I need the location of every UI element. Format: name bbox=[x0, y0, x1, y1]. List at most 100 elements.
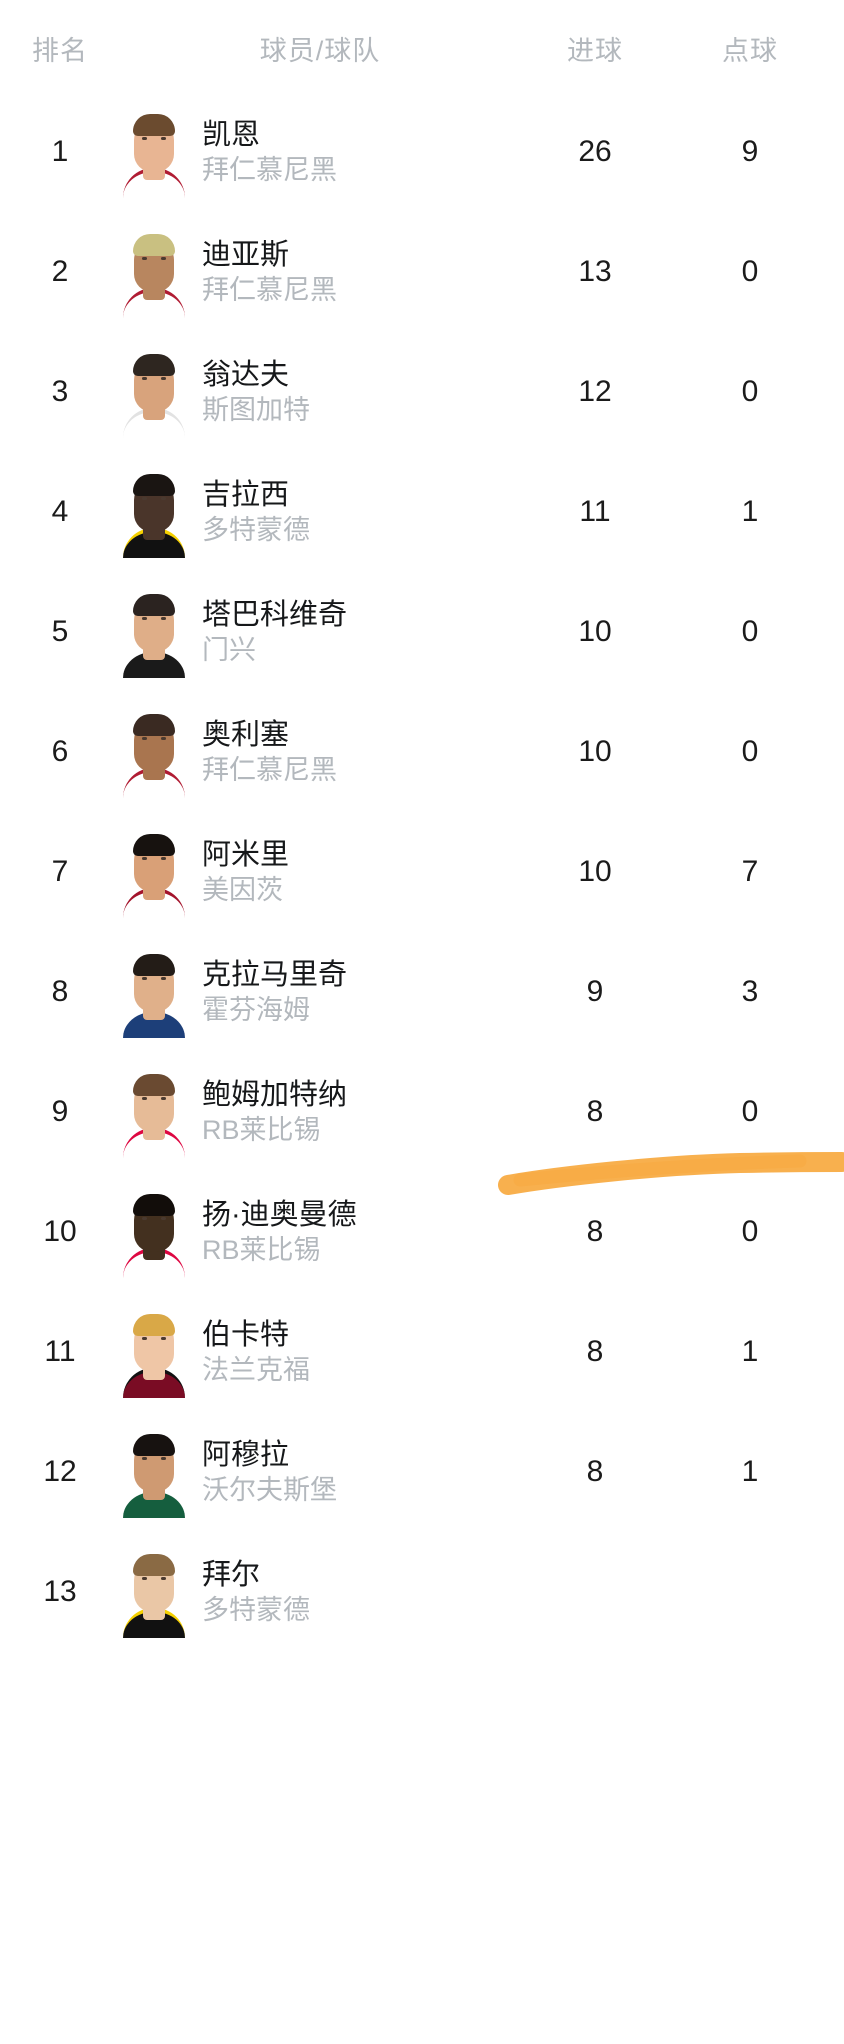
team-name: 门兴 bbox=[202, 635, 256, 666]
row-rank: 8 bbox=[51, 975, 69, 1008]
goals-value: 10 bbox=[578, 615, 612, 648]
penalties-value: 3 bbox=[741, 975, 759, 1008]
player-names: 奥利塞 拜仁慕尼黑 bbox=[202, 718, 337, 786]
table-header-row: 排名 球员/球队 进球 点球 bbox=[0, 0, 844, 92]
column-header-player-team: 球员/球队 bbox=[259, 35, 381, 66]
row-rank: 3 bbox=[51, 375, 69, 408]
player-name: 鲍姆加特纳 bbox=[202, 1078, 348, 1111]
column-header-goals: 进球 bbox=[567, 35, 623, 66]
table-row[interactable]: 6 奥利塞 拜仁慕尼黑 10 0 bbox=[0, 692, 844, 812]
player-avatar bbox=[122, 226, 186, 318]
player-name: 奥利塞 bbox=[202, 718, 290, 751]
goals-value: 11 bbox=[579, 495, 611, 528]
player-name: 塔巴科维奇 bbox=[202, 598, 348, 631]
player-avatar bbox=[122, 706, 186, 798]
row-rank: 6 bbox=[51, 735, 69, 768]
player-cell[interactable]: 塔巴科维奇 门兴 bbox=[120, 586, 520, 678]
player-avatar bbox=[122, 826, 186, 918]
player-cell[interactable]: 拜尔 多特蒙德 bbox=[120, 1546, 520, 1638]
goals-value: 9 bbox=[586, 975, 604, 1008]
table-row[interactable]: 4 吉拉西 多特蒙德 11 1 bbox=[0, 452, 844, 572]
player-names: 扬·迪奥曼德 RB莱比锡 bbox=[202, 1198, 357, 1266]
player-avatar bbox=[122, 1426, 186, 1518]
penalties-value: 1 bbox=[741, 1335, 759, 1368]
team-name: RB莱比锡 bbox=[202, 1115, 321, 1146]
player-cell[interactable]: 凯恩 拜仁慕尼黑 bbox=[120, 106, 520, 198]
player-name: 凯恩 bbox=[202, 118, 261, 151]
player-name: 拜尔 bbox=[202, 1558, 261, 1591]
player-names: 伯卡特 法兰克福 bbox=[202, 1318, 310, 1386]
team-name: RB莱比锡 bbox=[202, 1235, 321, 1266]
team-name: 拜仁慕尼黑 bbox=[202, 275, 337, 306]
player-cell[interactable]: 阿米里 美因茨 bbox=[120, 826, 520, 918]
player-name: 克拉马里奇 bbox=[202, 958, 348, 991]
penalties-value: 9 bbox=[741, 135, 759, 168]
player-cell[interactable]: 扬·迪奥曼德 RB莱比锡 bbox=[120, 1186, 520, 1278]
player-names: 阿米里 美因茨 bbox=[202, 838, 290, 904]
player-avatar bbox=[122, 586, 186, 678]
player-cell[interactable]: 翁达夫 斯图加特 bbox=[120, 346, 520, 438]
player-name: 扬·迪奥曼德 bbox=[202, 1198, 357, 1231]
table-row[interactable]: 13 拜尔 多特蒙德 bbox=[0, 1532, 844, 1652]
player-names: 吉拉西 多特蒙德 bbox=[202, 479, 310, 546]
team-name: 拜仁慕尼黑 bbox=[202, 755, 337, 786]
player-avatar bbox=[122, 1546, 186, 1638]
table-body: 1 凯恩 拜仁慕尼黑 26 9 2 迪亚斯 拜仁慕尼黑 13 0 3 翁达夫 斯图加特 12 0 4 吉拉西 多特… bbox=[0, 92, 844, 1652]
team-name: 斯图加特 bbox=[202, 395, 310, 426]
player-cell[interactable]: 奥利塞 拜仁慕尼黑 bbox=[120, 706, 520, 798]
table-row[interactable]: 2 迪亚斯 拜仁慕尼黑 13 0 bbox=[0, 212, 844, 332]
table-row[interactable]: 11 伯卡特 法兰克福 8 1 bbox=[0, 1292, 844, 1412]
player-names: 阿穆拉 沃尔夫斯堡 bbox=[202, 1438, 337, 1504]
player-avatar bbox=[122, 1186, 186, 1278]
player-avatar bbox=[122, 1066, 186, 1158]
goals-value: 8 bbox=[586, 1095, 604, 1128]
player-cell[interactable]: 吉拉西 多特蒙德 bbox=[120, 466, 520, 558]
table-row[interactable]: 7 阿米里 美因茨 10 7 bbox=[0, 812, 844, 932]
row-rank: 12 bbox=[43, 1455, 77, 1488]
player-cell[interactable]: 伯卡特 法兰克福 bbox=[120, 1306, 520, 1398]
table-row[interactable]: 10 扬·迪奥曼德 RB莱比锡 8 0 bbox=[0, 1172, 844, 1292]
team-name: 多特蒙德 bbox=[202, 515, 310, 546]
player-name: 阿米里 bbox=[202, 838, 290, 871]
table-row[interactable]: 1 凯恩 拜仁慕尼黑 26 9 bbox=[0, 92, 844, 212]
table-row[interactable]: 12 阿穆拉 沃尔夫斯堡 8 1 bbox=[0, 1412, 844, 1532]
player-name: 翁达夫 bbox=[202, 358, 290, 391]
player-names: 克拉马里奇 霍芬海姆 bbox=[202, 958, 348, 1026]
penalties-value: 0 bbox=[741, 375, 759, 408]
table-row[interactable]: 3 翁达夫 斯图加特 12 0 bbox=[0, 332, 844, 452]
row-rank: 9 bbox=[51, 1095, 69, 1128]
goals-value: 13 bbox=[578, 255, 612, 288]
row-rank: 11 bbox=[44, 1335, 76, 1368]
player-name: 伯卡特 bbox=[202, 1318, 290, 1351]
row-rank: 4 bbox=[51, 495, 69, 528]
player-name: 阿穆拉 bbox=[202, 1438, 290, 1471]
player-cell[interactable]: 阿穆拉 沃尔夫斯堡 bbox=[120, 1426, 520, 1518]
penalties-value: 0 bbox=[741, 735, 759, 768]
penalties-value: 0 bbox=[741, 1215, 759, 1248]
goals-value: 10 bbox=[578, 855, 612, 888]
row-rank: 1 bbox=[51, 135, 69, 168]
row-rank: 5 bbox=[51, 615, 69, 648]
table-row[interactable]: 8 克拉马里奇霍芬海姆 9 3 bbox=[0, 932, 844, 1052]
player-names: 鲍姆加特纳 RB莱比锡 bbox=[202, 1078, 348, 1146]
team-name: 拜仁慕尼黑 bbox=[202, 155, 337, 186]
player-cell[interactable]: 迪亚斯 拜仁慕尼黑 bbox=[120, 226, 520, 318]
player-avatar bbox=[122, 106, 186, 198]
team-name: 霍芬海姆 bbox=[202, 995, 310, 1026]
team-name: 多特蒙德 bbox=[202, 1595, 310, 1626]
player-avatar bbox=[122, 946, 186, 1038]
row-rank: 2 bbox=[51, 255, 69, 288]
table-row[interactable]: 5 塔巴科维奇门兴 10 0 bbox=[0, 572, 844, 692]
player-cell[interactable]: 克拉马里奇 霍芬海姆 bbox=[120, 946, 520, 1038]
player-cell[interactable]: 鲍姆加特纳 RB莱比锡 bbox=[120, 1066, 520, 1158]
goals-value: 8 bbox=[586, 1215, 604, 1248]
team-name: 法兰克福 bbox=[202, 1355, 310, 1386]
row-rank: 10 bbox=[43, 1215, 77, 1248]
table-row[interactable]: 9 鲍姆加特纳 RB莱比锡 8 0 bbox=[0, 1052, 844, 1172]
player-names: 翁达夫 斯图加特 bbox=[202, 358, 310, 426]
player-avatar bbox=[122, 1306, 186, 1398]
penalties-value: 0 bbox=[741, 1095, 759, 1128]
penalties-value: 0 bbox=[741, 615, 759, 648]
row-rank: 7 bbox=[51, 855, 69, 888]
penalties-value: 1 bbox=[741, 1455, 759, 1488]
